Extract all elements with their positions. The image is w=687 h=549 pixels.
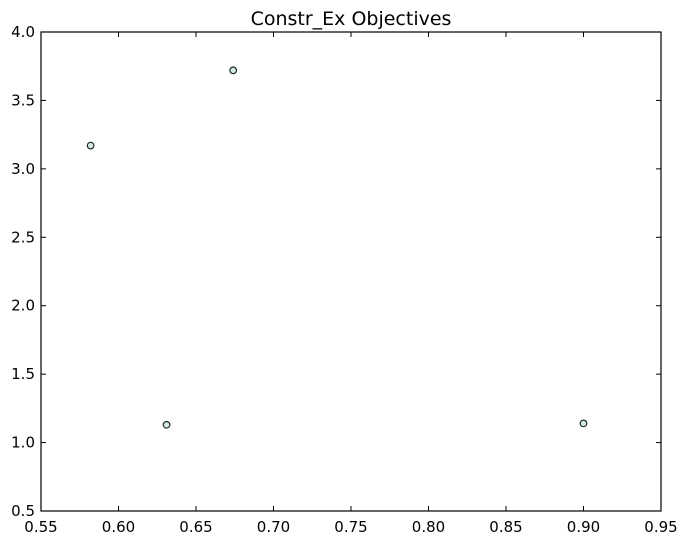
y-tick-label: 2.5 <box>11 228 35 246</box>
x-tick-label: 0.90 <box>567 518 600 536</box>
scatter-point <box>86 141 95 150</box>
x-tick-label: 0.55 <box>24 518 57 536</box>
x-tick-label: 0.70 <box>257 518 290 536</box>
y-tick-label: 0.5 <box>11 502 35 520</box>
x-tick-label: 0.60 <box>102 518 135 536</box>
axis-ticks: 0.55 0.60 0.65 0.70 0.75 0.80 0.85 0.90 0.95 0.5 1… <box>11 23 678 536</box>
x-tick-label: 0.95 <box>644 518 677 536</box>
y-tick-label: 1.0 <box>11 434 35 452</box>
scatter-point <box>579 419 588 428</box>
y-tick-label: 3.5 <box>11 91 35 109</box>
scatter-point <box>229 66 238 75</box>
x-tick-label: 0.80 <box>412 518 445 536</box>
x-tick-label: 0.75 <box>334 518 367 536</box>
y-tick-label: 2.0 <box>11 297 35 315</box>
y-tick-label: 1.5 <box>11 365 35 383</box>
y-tick-label: 3.0 <box>11 160 35 178</box>
x-tick-label: 0.65 <box>179 518 212 536</box>
data-points <box>86 66 588 429</box>
chart-title: Constr_Ex Objectives <box>251 8 452 30</box>
scatter-point <box>162 420 171 429</box>
x-tick-label: 0.85 <box>489 518 522 536</box>
plot-area-frame <box>40 31 662 512</box>
y-tick-label: 4.0 <box>11 23 35 41</box>
